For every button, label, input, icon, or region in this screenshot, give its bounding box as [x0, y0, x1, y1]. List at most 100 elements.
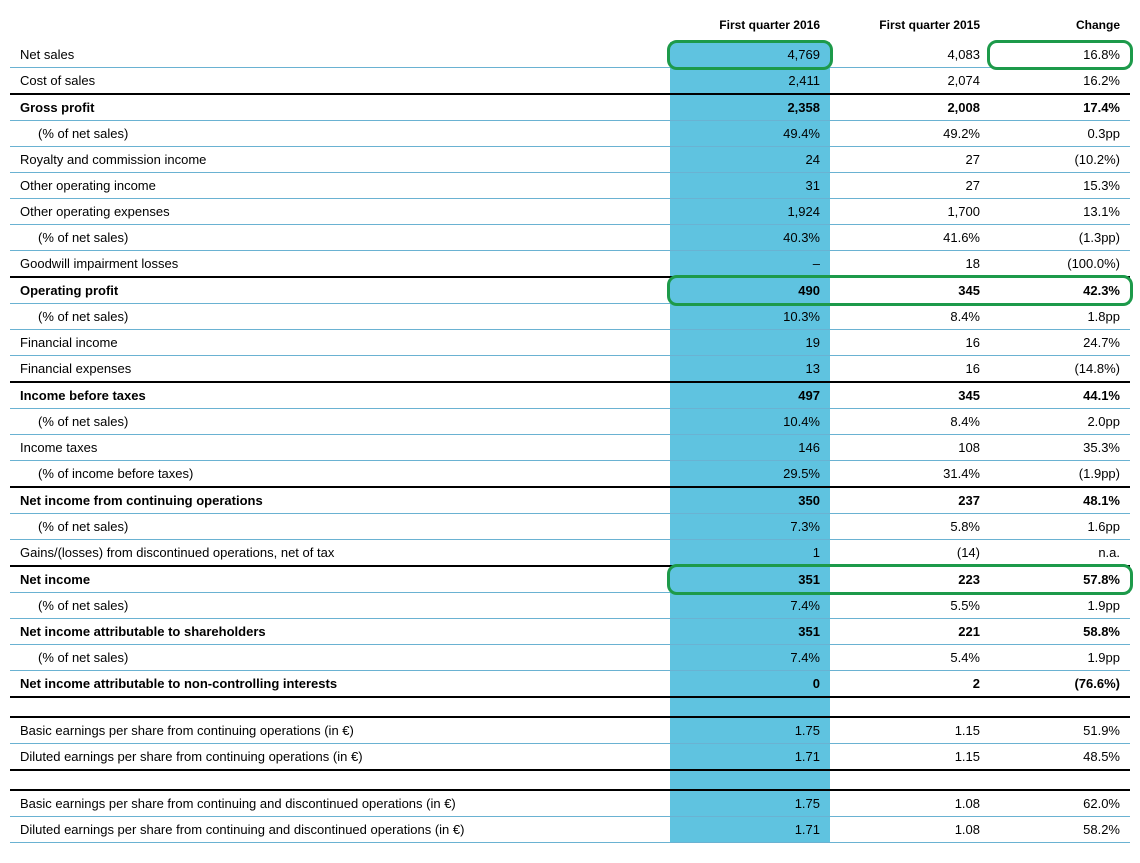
cell-q1-2015: 1,700: [830, 199, 990, 225]
row-label: (% of net sales): [10, 409, 670, 435]
cell-q1-2015: 108: [830, 435, 990, 461]
table-row: Net sales4,7694,08316.8%: [10, 42, 1130, 68]
cell-q1-2015: 4,083: [830, 42, 990, 68]
cell-q1-2016: 49.4%: [670, 121, 830, 147]
row-label: Goodwill impairment losses: [10, 251, 670, 278]
table-row: Gains/(losses) from discontinued operati…: [10, 540, 1130, 567]
row-label: Diluted earnings per share from continui…: [10, 744, 670, 771]
col-header-change: Change: [990, 10, 1130, 42]
table-row: Basic earnings per share from continuing…: [10, 717, 1130, 744]
cell-q1-2016: 1.71: [670, 744, 830, 771]
table-row: (% of net sales)7.4%5.5%1.9pp: [10, 593, 1130, 619]
cell-change: 1.8pp: [990, 304, 1130, 330]
cell-q1-2015: 2,074: [830, 68, 990, 95]
table-row: Net income attributable to non-controlli…: [10, 671, 1130, 698]
table-row: Net income35122357.8%: [10, 566, 1130, 593]
row-label: Diluted earnings per share from continui…: [10, 817, 670, 843]
table-row: Financial expenses1316(14.8%): [10, 356, 1130, 383]
table-row: (% of net sales)10.3%8.4%1.8pp: [10, 304, 1130, 330]
cell-q1-2016: 13: [670, 356, 830, 383]
col-header-q1-2016: First quarter 2016: [670, 10, 830, 42]
cell-change: 16.2%: [990, 68, 1130, 95]
cell-q1-2015: 16: [830, 330, 990, 356]
cell-change: (14.8%): [990, 356, 1130, 383]
row-label: Income before taxes: [10, 382, 670, 409]
cell-q1-2016: 2,358: [670, 94, 830, 121]
cell-q1-2015: 5.8%: [830, 514, 990, 540]
cell-q1-2016: 1: [670, 540, 830, 567]
cell-q1-2015: 1.08: [830, 790, 990, 817]
table-row: (% of net sales)7.4%5.4%1.9pp: [10, 645, 1130, 671]
cell-change: 35.3%: [990, 435, 1130, 461]
cell-change: 16.8%: [990, 42, 1130, 68]
cell-q1-2016: 19: [670, 330, 830, 356]
cell-change: 48.5%: [990, 744, 1130, 771]
cell-change: 58.2%: [990, 817, 1130, 843]
income-statement-table: First quarter 2016 First quarter 2015 Ch…: [10, 10, 1130, 843]
cell-change: 0.3pp: [990, 121, 1130, 147]
cell-q1-2016: 146: [670, 435, 830, 461]
cell-q1-2015: 27: [830, 147, 990, 173]
row-label: Net income from continuing operations: [10, 487, 670, 514]
cell-change: 13.1%: [990, 199, 1130, 225]
cell-q1-2015: 41.6%: [830, 225, 990, 251]
table-row: Financial income191624.7%: [10, 330, 1130, 356]
table-row: Income taxes14610835.3%: [10, 435, 1130, 461]
col-header-q1-2015: First quarter 2015: [830, 10, 990, 42]
table-row: (% of net sales)49.4%49.2%0.3pp: [10, 121, 1130, 147]
cell-change: 1.6pp: [990, 514, 1130, 540]
table-row: Cost of sales2,4112,07416.2%: [10, 68, 1130, 95]
table-row: Other operating income312715.3%: [10, 173, 1130, 199]
table-row: Net income from continuing operations350…: [10, 487, 1130, 514]
cell-q1-2016: –: [670, 251, 830, 278]
cell-q1-2015: 8.4%: [830, 409, 990, 435]
table-row: Income before taxes49734544.1%: [10, 382, 1130, 409]
cell-q1-2016: 24: [670, 147, 830, 173]
cell-q1-2015: 2: [830, 671, 990, 698]
cell-change: (100.0%): [990, 251, 1130, 278]
cell-q1-2016: 1.75: [670, 790, 830, 817]
row-label: (% of net sales): [10, 225, 670, 251]
row-label: (% of net sales): [10, 121, 670, 147]
cell-change: 42.3%: [990, 277, 1130, 304]
row-label: Financial expenses: [10, 356, 670, 383]
cell-change: 62.0%: [990, 790, 1130, 817]
cell-q1-2016: 351: [670, 566, 830, 593]
cell-q1-2016: 1.71: [670, 817, 830, 843]
row-label: Basic earnings per share from continuing…: [10, 717, 670, 744]
cell-change: n.a.: [990, 540, 1130, 567]
table-row: Basic earnings per share from continuing…: [10, 790, 1130, 817]
row-label: Gains/(losses) from discontinued operati…: [10, 540, 670, 567]
row-label: Gross profit: [10, 94, 670, 121]
cell-q1-2016: 497: [670, 382, 830, 409]
cell-q1-2016: 490: [670, 277, 830, 304]
col-header-label: [10, 10, 670, 42]
table-row: Other operating expenses1,9241,70013.1%: [10, 199, 1130, 225]
cell-q1-2016: 31: [670, 173, 830, 199]
row-label: Net income attributable to shareholders: [10, 619, 670, 645]
cell-q1-2015: (14): [830, 540, 990, 567]
cell-change: 15.3%: [990, 173, 1130, 199]
cell-q1-2016: 4,769: [670, 42, 830, 68]
cell-q1-2015: 5.4%: [830, 645, 990, 671]
cell-q1-2015: 5.5%: [830, 593, 990, 619]
table-row: Gross profit2,3582,00817.4%: [10, 94, 1130, 121]
cell-change: (10.2%): [990, 147, 1130, 173]
cell-q1-2015: 223: [830, 566, 990, 593]
cell-q1-2016: 7.3%: [670, 514, 830, 540]
row-label: Royalty and commission income: [10, 147, 670, 173]
cell-change: 17.4%: [990, 94, 1130, 121]
cell-q1-2015: 18: [830, 251, 990, 278]
cell-q1-2016: 351: [670, 619, 830, 645]
cell-q1-2016: 2,411: [670, 68, 830, 95]
cell-change: 58.8%: [990, 619, 1130, 645]
row-label: (% of net sales): [10, 304, 670, 330]
cell-q1-2015: 1.15: [830, 717, 990, 744]
row-label: Net sales: [10, 42, 670, 68]
row-label: Operating profit: [10, 277, 670, 304]
cell-q1-2016: 350: [670, 487, 830, 514]
cell-q1-2015: 16: [830, 356, 990, 383]
cell-q1-2016: 10.4%: [670, 409, 830, 435]
cell-q1-2015: 237: [830, 487, 990, 514]
table-row: Net income attributable to shareholders3…: [10, 619, 1130, 645]
